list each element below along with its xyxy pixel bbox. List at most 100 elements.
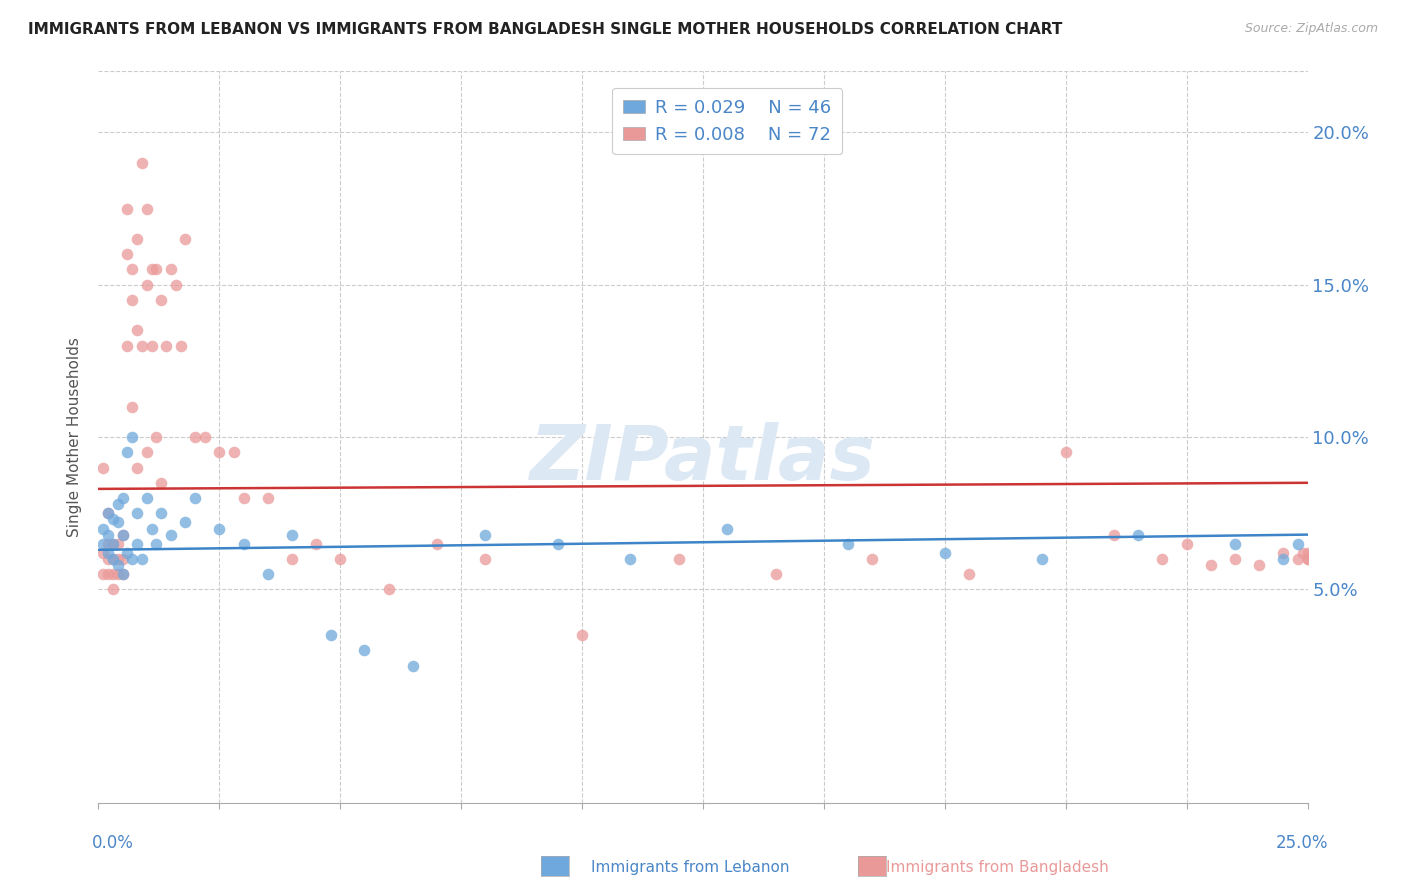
Point <box>1292 546 1315 560</box>
Point <box>329 552 352 566</box>
Point <box>135 202 157 216</box>
Point <box>281 552 304 566</box>
Point <box>150 293 173 307</box>
Point <box>402 658 425 673</box>
Text: ZIPatlas: ZIPatlas <box>530 422 876 496</box>
Point <box>1286 552 1309 566</box>
Point <box>160 527 183 541</box>
Point <box>1054 445 1077 459</box>
Point <box>111 527 134 541</box>
Point <box>319 628 342 642</box>
Point <box>121 430 143 444</box>
Point <box>474 527 496 541</box>
Point <box>111 552 134 566</box>
Point <box>91 521 114 535</box>
Legend: R = 0.029    N = 46, R = 0.008    N = 72: R = 0.029 N = 46, R = 0.008 N = 72 <box>612 87 842 154</box>
Point <box>1249 558 1271 573</box>
Point <box>121 400 143 414</box>
Text: Source: ZipAtlas.com: Source: ZipAtlas.com <box>1244 22 1378 36</box>
Point <box>208 521 231 535</box>
Point <box>121 293 143 307</box>
Point <box>474 552 496 566</box>
Point <box>353 643 375 657</box>
Text: Immigrants from Lebanon: Immigrants from Lebanon <box>591 860 789 874</box>
Point <box>619 552 641 566</box>
Point <box>121 552 143 566</box>
Point <box>97 567 120 582</box>
Point <box>934 546 956 560</box>
Point <box>571 628 593 642</box>
Point <box>1102 527 1125 541</box>
Point <box>547 537 569 551</box>
Point <box>145 430 167 444</box>
Point <box>1272 552 1295 566</box>
Point <box>377 582 399 597</box>
Point <box>1296 552 1319 566</box>
Point <box>184 491 207 505</box>
Point <box>141 338 163 352</box>
Point <box>117 546 139 560</box>
Point <box>91 537 114 551</box>
Point <box>121 262 143 277</box>
Point <box>1223 537 1246 551</box>
Point <box>117 338 139 352</box>
Point <box>101 537 124 551</box>
Point <box>716 521 738 535</box>
Point <box>91 546 114 560</box>
Point <box>111 567 134 582</box>
Point <box>97 527 120 541</box>
Point <box>101 552 124 566</box>
Point <box>145 262 167 277</box>
Point <box>127 323 149 337</box>
Point <box>1296 546 1319 560</box>
Point <box>1199 558 1222 573</box>
Point <box>150 506 173 520</box>
Point <box>127 537 149 551</box>
Point <box>97 546 120 560</box>
Point <box>107 552 129 566</box>
Point <box>1031 552 1053 566</box>
Point <box>127 232 149 246</box>
Y-axis label: Single Mother Households: Single Mother Households <box>67 337 83 537</box>
Text: 25.0%: 25.0% <box>1277 834 1329 852</box>
Point <box>101 567 124 582</box>
Point <box>1272 546 1295 560</box>
Point <box>1223 552 1246 566</box>
Point <box>174 516 197 530</box>
Point <box>194 430 217 444</box>
Point <box>131 552 153 566</box>
Text: 0.0%: 0.0% <box>91 834 134 852</box>
Point <box>127 506 149 520</box>
Text: Immigrants from Bangladesh: Immigrants from Bangladesh <box>886 860 1108 874</box>
Point <box>111 567 134 582</box>
Point <box>860 552 883 566</box>
Point <box>107 537 129 551</box>
Point <box>101 512 124 526</box>
Point <box>107 567 129 582</box>
Point <box>117 247 139 261</box>
Point <box>174 232 197 246</box>
Point <box>111 527 134 541</box>
Point <box>232 537 254 551</box>
Point <box>1152 552 1174 566</box>
Point <box>155 338 177 352</box>
Point <box>97 552 120 566</box>
Point <box>305 537 328 551</box>
Point <box>426 537 449 551</box>
Point <box>135 277 157 292</box>
Point <box>135 445 157 459</box>
Point <box>101 552 124 566</box>
Point <box>165 277 187 292</box>
Point <box>141 262 163 277</box>
Point <box>135 491 157 505</box>
Text: IMMIGRANTS FROM LEBANON VS IMMIGRANTS FROM BANGLADESH SINGLE MOTHER HOUSEHOLDS C: IMMIGRANTS FROM LEBANON VS IMMIGRANTS FR… <box>28 22 1063 37</box>
Point <box>1128 527 1150 541</box>
Point <box>117 445 139 459</box>
Point <box>232 491 254 505</box>
Point <box>127 460 149 475</box>
Point <box>208 445 231 459</box>
Point <box>91 460 114 475</box>
Point <box>1175 537 1198 551</box>
Point <box>256 491 278 505</box>
Point <box>281 527 304 541</box>
